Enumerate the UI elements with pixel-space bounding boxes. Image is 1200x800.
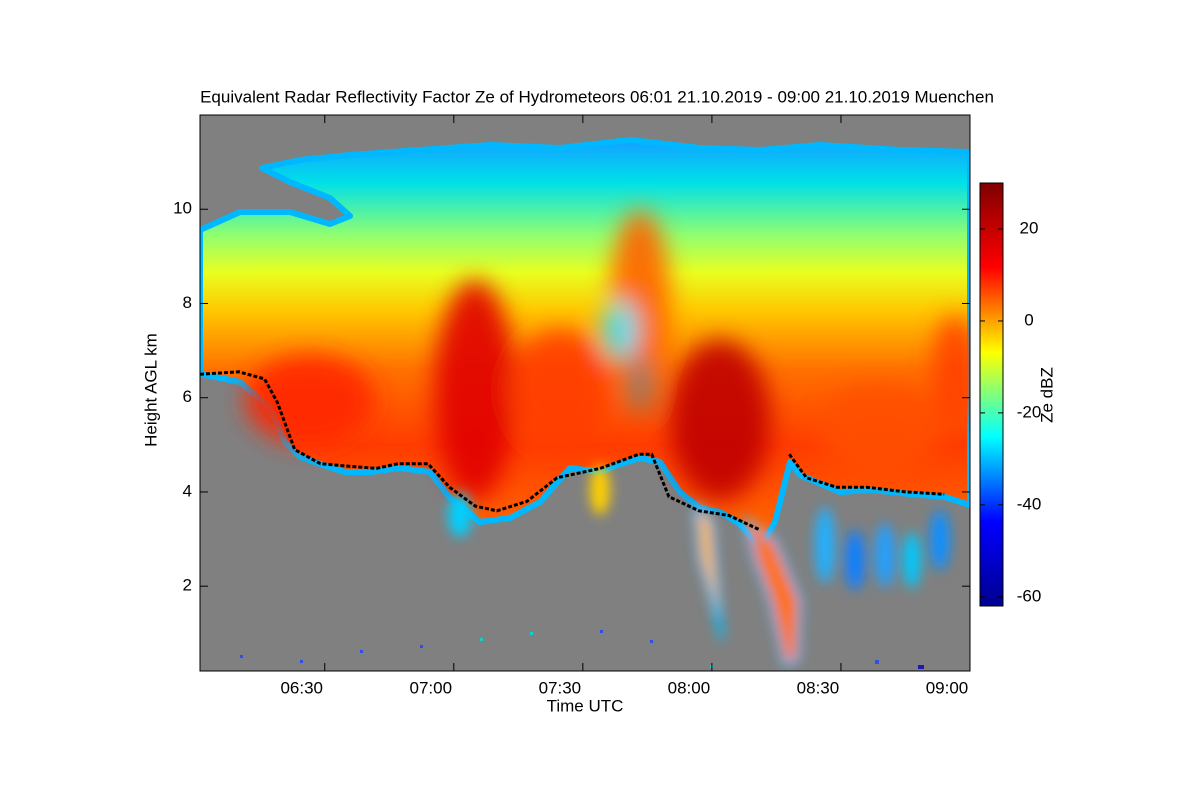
colorbar-label: Ze dBZ bbox=[1037, 367, 1056, 423]
x-tick-label: 07:00 bbox=[410, 678, 453, 697]
x-tick-label: 06:30 bbox=[280, 678, 323, 697]
colorbar-tick-label: -60 bbox=[1017, 586, 1042, 605]
y-tick-label: 4 bbox=[183, 481, 192, 500]
colorbar bbox=[979, 182, 1004, 607]
colorbar-tick-label: 20 bbox=[1020, 218, 1039, 237]
y-axis-label: Height AGL km bbox=[141, 333, 160, 447]
colorbar-tick-label: -20 bbox=[1017, 402, 1042, 421]
y-tick-label: 8 bbox=[183, 293, 192, 312]
x-tick-label: 09:00 bbox=[926, 678, 969, 697]
reflectivity-field bbox=[200, 137, 970, 669]
overlay-line bbox=[200, 370, 945, 531]
x-tick-label: 08:00 bbox=[668, 678, 711, 697]
x-tick-label: 07:30 bbox=[539, 678, 582, 697]
x-axis-label: Time UTC bbox=[547, 696, 624, 715]
colorbar-tick-label: -40 bbox=[1017, 494, 1042, 513]
y-tick-label: 6 bbox=[183, 387, 192, 406]
x-tick-label: 08:30 bbox=[797, 678, 840, 697]
chart-title: Equivalent Radar Reflectivity Factor Ze … bbox=[200, 87, 994, 106]
colorbar-tick-label: 0 bbox=[1024, 310, 1033, 329]
y-tick-label: 10 bbox=[173, 199, 192, 218]
plot-frame bbox=[199, 114, 971, 672]
y-tick-label: 2 bbox=[183, 576, 192, 595]
